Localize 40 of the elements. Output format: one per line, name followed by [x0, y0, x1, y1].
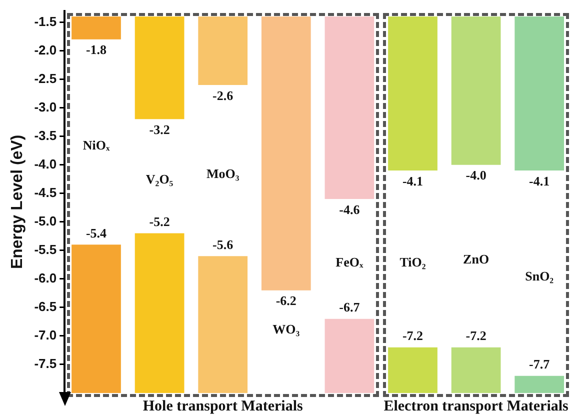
data-label: -7.2 [466, 328, 486, 344]
data-label: -6.2 [276, 293, 296, 308]
y-tick-label: -1.5 [34, 14, 57, 29]
x-tick-label: WO₃ [272, 322, 300, 337]
data-label: -2.6 [212, 88, 234, 103]
y-tick-label: -6.5 [34, 299, 57, 314]
x-tick-label: NiOₓ [82, 137, 110, 152]
y-tick-label: -3.0 [34, 99, 57, 114]
data-label: -4.6 [339, 202, 360, 217]
y-tick-label: -4.5 [34, 184, 57, 200]
y-tick-label: -7.5 [34, 356, 57, 372]
data-label: -5.6 [212, 236, 234, 252]
y-tick-label: -3.5 [34, 128, 57, 143]
data-label: -6.7 [339, 300, 360, 315]
data-label: -5.4 [86, 226, 108, 241]
x-tick-label: TiO₂ [400, 254, 426, 270]
x-tick-label: MoO₃ [206, 166, 240, 181]
data-label: -7.2 [402, 328, 424, 344]
x-tick-label: FeOₓ [336, 254, 364, 270]
text: Hole transport Materials [142, 398, 303, 414]
y-tick-label: -7.0 [34, 328, 57, 343]
y-tick-label: -2.0 [34, 42, 57, 58]
y-tick-label: -5.0 [34, 213, 57, 228]
y-tick-label: -2.5 [34, 70, 57, 86]
x-tick-label: V₂O₅ [146, 172, 174, 187]
text: Electron transport Materials [384, 398, 569, 414]
bar [261, 16, 311, 290]
data-label: -4.0 [466, 168, 486, 183]
data-label: -4.1 [402, 173, 424, 188]
y-tick-label: -5.5 [34, 242, 57, 257]
x-tick-label: ZnO [463, 251, 490, 266]
data-label: -3.2 [149, 122, 170, 138]
data-label: -5.2 [149, 214, 170, 230]
data-label: -1.8 [86, 42, 108, 58]
y-axis-title: Energy Level (eV) [9, 134, 26, 270]
y-tick-label: -4.0 [34, 156, 57, 172]
data-label: -7.7 [529, 356, 550, 372]
y-tick-label: -6.0 [34, 270, 57, 286]
x-tick-label: SnO₂ [525, 268, 554, 284]
data-label: -4.1 [529, 173, 550, 188]
